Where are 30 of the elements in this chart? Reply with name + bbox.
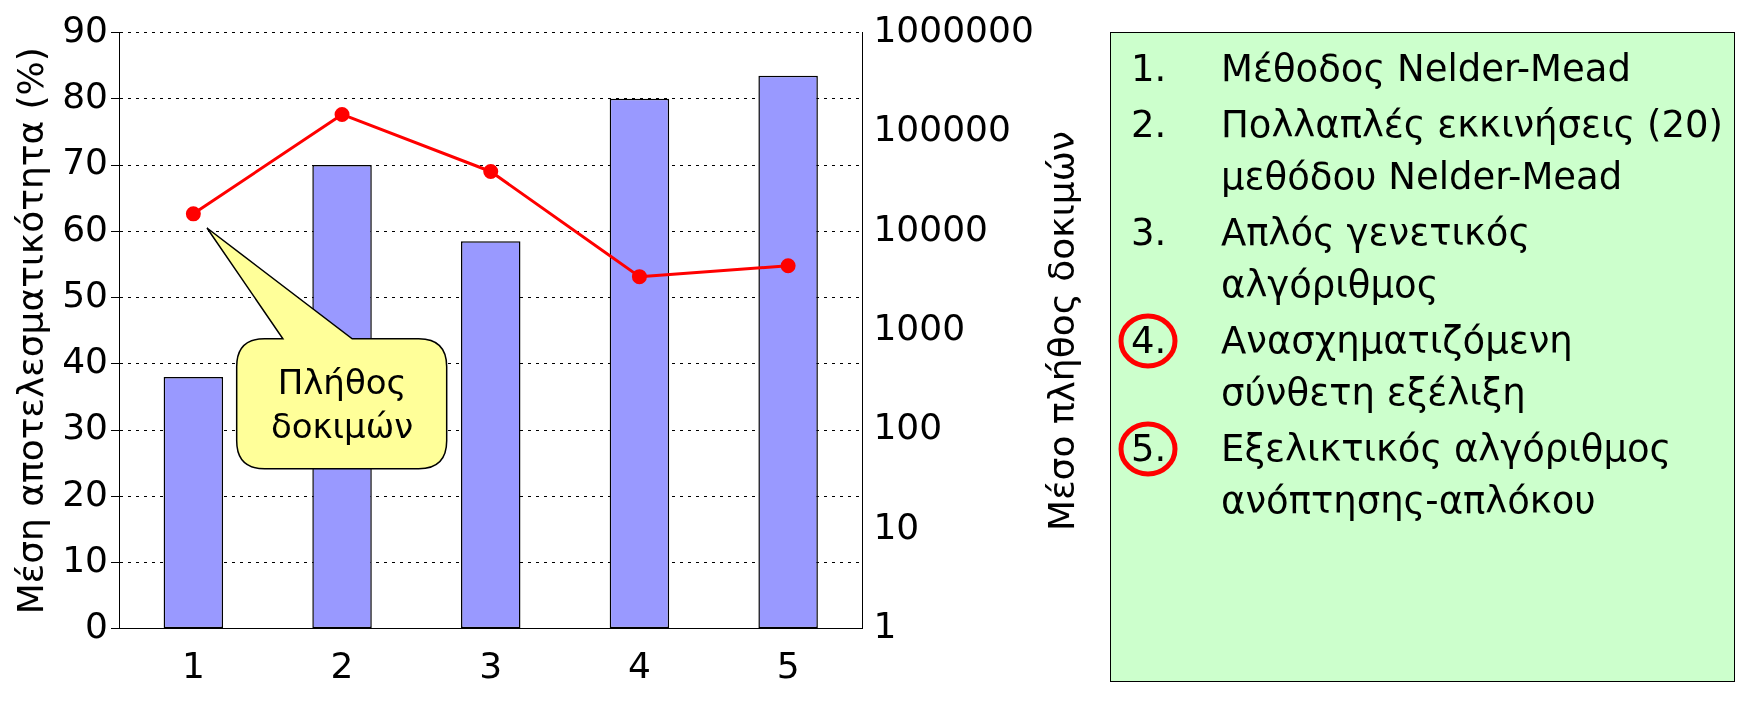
text: 1. Μέθοδος Nelder-Mead bbox=[1131, 47, 1631, 90]
x-tick-label: 3 bbox=[479, 644, 503, 686]
x-tick-label: 1 bbox=[181, 644, 205, 686]
y-tick-label: 60 bbox=[62, 207, 109, 249]
y-tick-label: 0 bbox=[85, 605, 109, 647]
y2-tick-label: 1000000 bbox=[873, 8, 1034, 50]
y2-tick-label: 10 bbox=[873, 505, 920, 547]
text: 3. Απλός γενετικός αλγόριθμος bbox=[1131, 211, 1532, 306]
y-tick-label: 90 bbox=[62, 8, 109, 50]
y-tick-label: 30 bbox=[62, 406, 109, 448]
y-tick-label: 50 bbox=[62, 273, 109, 315]
y2-axis-title: Μέσο πλήθος δοκιμών bbox=[1040, 129, 1083, 533]
y2-tick-label: 100000 bbox=[873, 108, 1011, 150]
y2-tick-label: 100 bbox=[873, 406, 943, 448]
y2-tick-label: 1 bbox=[873, 605, 897, 647]
y-tick-label: 20 bbox=[62, 472, 109, 514]
y2-tick-label: 1000 bbox=[873, 307, 966, 349]
y2-tick-label: 10000 bbox=[873, 207, 988, 249]
x-tick-label: 4 bbox=[627, 644, 651, 686]
y-tick-label: 80 bbox=[62, 75, 109, 117]
x-tick-label: 5 bbox=[776, 644, 800, 686]
text: 5. Εξελικτικός αλγόριθμος ανόπτησης-απλόκου bbox=[1131, 427, 1673, 522]
text: 4. Ανασχηματιζόμενη σύνθετη εξέλιξη bbox=[1131, 319, 1574, 414]
y-axis-title: Μέση αποτελεσματικότητα (%) bbox=[9, 47, 51, 615]
annotation: Πλήθος δοκιμών bbox=[269, 360, 415, 448]
y-tick-label: 40 bbox=[62, 340, 109, 382]
text: 2. Πολλαπλές εκκινήσεις (20) μεθόδου Nelder-Mead bbox=[1131, 103, 1724, 198]
y-tick-label: 10 bbox=[62, 538, 109, 580]
x-tick-label: 2 bbox=[330, 644, 354, 686]
y-tick-label: 70 bbox=[62, 141, 109, 183]
